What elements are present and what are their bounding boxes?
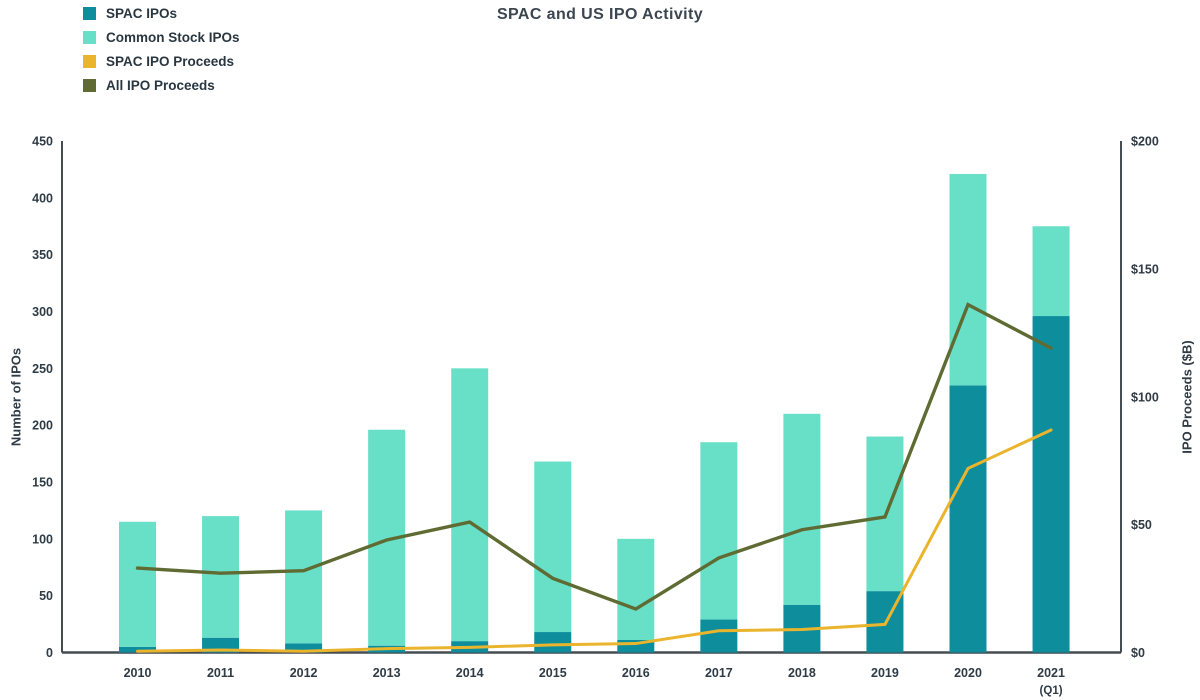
bar-2021-common-stock-ipos: [1032, 226, 1070, 317]
x-tick-label: 2016: [622, 666, 650, 680]
x-tick-sublabel: (Q1): [1040, 685, 1063, 697]
y-left-tick-label: 50: [39, 589, 53, 603]
y-left-tick-label: 300: [32, 305, 53, 319]
x-tick-label: 2015: [539, 666, 567, 680]
bar-2017-common-stock-ipos: [700, 442, 738, 620]
bar-2015-spac-ipos: [534, 632, 572, 653]
bar-2015-common-stock-ipos: [534, 461, 572, 633]
bar-2016-common-stock-ipos: [617, 538, 655, 640]
y-left-tick-label: 250: [32, 362, 53, 376]
y-left-tick-label: 400: [32, 191, 53, 205]
y-left-tick-label: 0: [46, 646, 53, 660]
legend-swatch-common-stock-ipos: [83, 30, 96, 44]
x-tick-label: 2013: [373, 666, 401, 680]
legend-swatch-spac-ipo-proceeds: [83, 54, 96, 68]
y-left-tick-label: 450: [32, 135, 53, 149]
bar-2020-common-stock-ipos: [949, 173, 987, 386]
bar-2020-spac-ipos: [949, 385, 987, 653]
line-spac-ipo-proceeds: [136, 428, 1053, 653]
y-right-tick-label: $0: [1131, 646, 1145, 660]
y-right-tick-label: $50: [1131, 518, 1152, 532]
legend-item-spac-ipo-proceeds: SPAC IPO Proceeds: [83, 53, 240, 69]
x-tick-label: 2010: [124, 666, 152, 680]
x-tick-label: 2021: [1037, 666, 1065, 680]
bar-2021-spac-ipos: [1032, 316, 1070, 653]
bar-2011-common-stock-ipos: [202, 516, 240, 638]
bar-2010-spac-ipos: [119, 646, 156, 653]
y-right-tick-label: $200: [1131, 135, 1159, 149]
x-tick-label: 2017: [705, 666, 733, 680]
legend-item-all-ipo-proceeds: All IPO Proceeds: [83, 77, 240, 93]
legend-swatch-all-ipo-proceeds: [83, 78, 96, 92]
x-tick-label: 2011: [207, 666, 234, 680]
legend-label: SPAC IPOs: [106, 5, 178, 21]
x-tick-label: 2012: [290, 666, 318, 680]
bar-2014-common-stock-ipos: [451, 368, 489, 642]
legend-item-common-stock-ipos: Common Stock IPOs: [83, 29, 240, 45]
chart-title: SPAC and US IPO Activity: [496, 6, 704, 23]
legend-item-spac-ipos: SPAC IPOs: [83, 5, 240, 21]
x-tick-label: 2018: [788, 666, 816, 680]
line-all-ipo-proceeds: [135, 302, 1053, 611]
legend-swatch-spac-ipos: [83, 6, 96, 20]
y-right-tick-label: $150: [1131, 262, 1159, 276]
bar-2012-spac-ipos: [285, 643, 323, 653]
y-right-tick-label: $100: [1131, 390, 1159, 404]
y-left-tick-label: 350: [32, 248, 53, 262]
x-tick-label: 2020: [954, 666, 982, 680]
bar-2018-common-stock-ipos: [783, 413, 821, 605]
bar-2010-common-stock-ipos: [119, 521, 156, 647]
legend-label: SPAC IPO Proceeds: [106, 53, 235, 69]
legend: SPAC IPOs Common Stock IPOs SPAC IPO Pro…: [83, 5, 240, 93]
x-tick-label: 2014: [456, 666, 484, 680]
bar-2012-common-stock-ipos: [285, 510, 323, 644]
x-tick-label: 2019: [871, 666, 899, 680]
legend-label: All IPO Proceeds: [106, 77, 215, 93]
legend-label: Common Stock IPOs: [106, 29, 240, 45]
bar-2017-spac-ipos: [700, 619, 738, 653]
y-left-tick-label: 150: [32, 476, 53, 490]
y-left-tick-label: 100: [32, 532, 53, 546]
y-left-tick-label: 200: [32, 419, 53, 433]
